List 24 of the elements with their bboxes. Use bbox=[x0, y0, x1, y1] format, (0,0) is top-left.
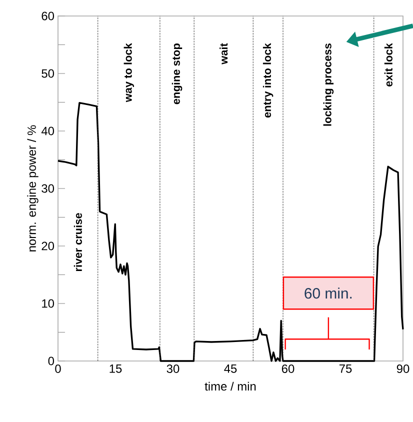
annotation: entry into lock bbox=[262, 43, 274, 118]
y-tick-label: 50 bbox=[42, 69, 54, 78]
y-tick-label: 30 bbox=[42, 184, 54, 193]
x-tick-label: 0 bbox=[55, 364, 61, 373]
y-tick-label: 10 bbox=[42, 299, 54, 308]
annotation: engine stop bbox=[172, 44, 182, 104]
annotation: exit lock bbox=[384, 43, 392, 87]
x-axis-title: time / min bbox=[204, 382, 256, 391]
annotation: wait bbox=[220, 43, 228, 64]
x-tick-label: 75 bbox=[339, 364, 352, 373]
y-tick-label: 20 bbox=[42, 242, 54, 250]
x-tick-label: 45 bbox=[224, 364, 237, 373]
annotation: locking process bbox=[323, 44, 334, 126]
x-tick-label: 15 bbox=[110, 364, 122, 373]
x-tick-label: 60 bbox=[282, 364, 294, 373]
annotation: river cruise bbox=[74, 213, 82, 272]
x-tick-label: 90 bbox=[396, 364, 410, 373]
y-axis-title: norm. engine power / % bbox=[27, 125, 38, 252]
y-tick-label: 40 bbox=[41, 126, 54, 136]
y-tick-label: 60 bbox=[42, 12, 54, 20]
annotation: 60 min. bbox=[304, 288, 352, 299]
y-tick-label: 0 bbox=[48, 356, 54, 366]
x-tick-label: 30 bbox=[166, 364, 180, 373]
annotation: way to lock bbox=[124, 43, 134, 102]
